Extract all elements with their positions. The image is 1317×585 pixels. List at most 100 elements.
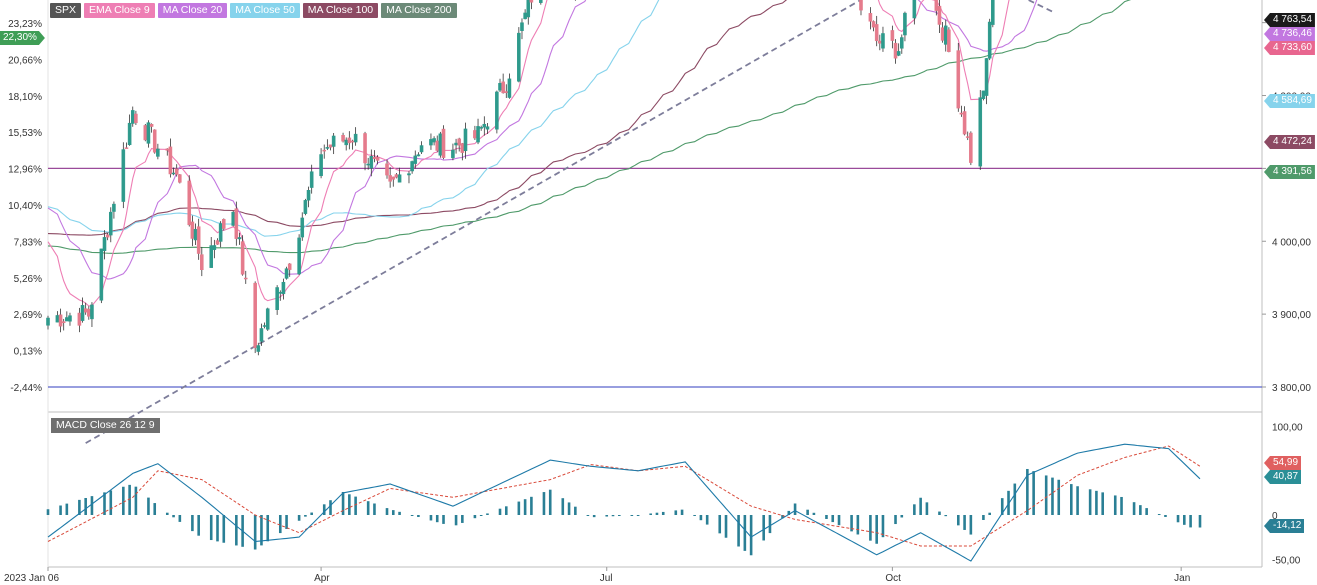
candle-body xyxy=(457,138,461,146)
macd-histogram-bar xyxy=(900,515,904,518)
candle-body xyxy=(881,33,885,49)
macd-histogram-bar xyxy=(1000,498,1004,515)
candle-body xyxy=(347,137,352,144)
macd-histogram-bar xyxy=(473,515,477,519)
candle-body xyxy=(419,145,424,153)
macd-histogram-bar xyxy=(649,513,652,515)
macd-histogram-bar xyxy=(611,515,615,517)
candle-body xyxy=(416,154,421,157)
price-tick-label: 3 900,00 xyxy=(1272,310,1311,321)
candle-body xyxy=(413,155,418,164)
percent-tick-label: 7,83% xyxy=(14,237,42,248)
macd-histogram-bar xyxy=(278,515,282,534)
candle-body xyxy=(331,135,336,147)
macd-histogram-bar xyxy=(147,497,150,515)
candle-body xyxy=(218,223,223,242)
macd-histogram-bar xyxy=(373,503,376,515)
macd-histogram-bar xyxy=(253,515,257,550)
macd-histogram-bar xyxy=(919,497,922,515)
macd-histogram-bar xyxy=(523,499,527,515)
macd-histogram-bar xyxy=(134,486,138,515)
macd-histogram-bar xyxy=(963,515,966,530)
macd-histogram-bar xyxy=(1070,484,1073,515)
candle-body xyxy=(303,200,308,214)
macd-histogram-bar xyxy=(486,513,489,515)
macd-histogram-bar xyxy=(84,497,87,515)
candle-body xyxy=(300,217,305,238)
legend-item[interactable]: MA Close 20 xyxy=(157,3,228,18)
candle-body xyxy=(240,241,245,275)
macd-histogram-bar xyxy=(304,515,307,517)
candle-body xyxy=(259,328,264,342)
candle-body xyxy=(476,126,480,143)
legend-item[interactable]: EMA Close 9 xyxy=(84,3,155,18)
candle-body xyxy=(391,176,396,180)
legend-item[interactable]: MA Close 50 xyxy=(230,3,300,18)
candle-body xyxy=(890,30,895,41)
candle-body xyxy=(221,219,226,229)
candle-body xyxy=(124,147,129,149)
percent-tick-label: 5,26% xyxy=(14,274,42,285)
macd-histogram-bar xyxy=(988,512,991,515)
candle-body xyxy=(256,345,261,352)
candle-body xyxy=(200,254,204,270)
macd-histogram-bar xyxy=(837,515,841,526)
macd-histogram-bar xyxy=(410,515,414,516)
candle-body xyxy=(130,110,135,124)
candle-body xyxy=(77,312,82,326)
candle-body xyxy=(495,91,499,130)
percent-tick-label: 20,66% xyxy=(8,55,42,66)
legend-item[interactable]: MA Close 200 xyxy=(381,3,457,18)
candle-body xyxy=(435,140,440,151)
candle-body xyxy=(429,139,433,146)
left-percent-tag: 22,30% xyxy=(0,31,45,45)
candle-body xyxy=(451,149,455,159)
macd-histogram-bar xyxy=(938,511,941,515)
candle-body xyxy=(947,29,951,52)
macd-histogram-bar xyxy=(222,515,226,543)
candle-body xyxy=(152,129,157,153)
legend-item[interactable]: SPX xyxy=(50,3,82,18)
macd-histogram-bar xyxy=(191,515,194,532)
candle-body xyxy=(341,134,345,142)
candle-body xyxy=(231,211,235,226)
percent-tick-label: 15,53% xyxy=(8,128,42,139)
candle-body xyxy=(934,0,939,11)
candle-body xyxy=(102,237,107,252)
candle-body xyxy=(962,111,967,135)
macd-histogram-bar xyxy=(1032,471,1035,515)
candle-body xyxy=(46,317,50,326)
candle-body xyxy=(196,226,201,254)
macd-histogram-bar xyxy=(1113,495,1117,515)
candle-body xyxy=(366,163,370,166)
candle-body xyxy=(987,21,992,59)
date-tick-label: Jan xyxy=(1174,573,1190,584)
candle-body xyxy=(171,172,176,175)
candle-body xyxy=(526,0,531,18)
ma200-line xyxy=(47,0,1132,254)
macd-histogram-bar xyxy=(881,515,885,538)
macd-histogram-bar xyxy=(329,500,332,515)
candle-body xyxy=(108,211,113,236)
macd-histogram-bar xyxy=(435,515,439,523)
legend-item[interactable]: MA Close 100 xyxy=(302,3,379,18)
candle-body xyxy=(868,13,873,22)
candle-body xyxy=(482,123,487,128)
macd-histogram-bar xyxy=(90,496,94,515)
macd-histogram-bar xyxy=(172,515,175,518)
macd-histogram-bar xyxy=(1198,515,1202,528)
macd-histogram-bar xyxy=(1076,486,1079,515)
macd-histogram-bar xyxy=(260,515,263,546)
macd-histogram-bar xyxy=(1157,514,1161,516)
candle-body xyxy=(385,163,389,176)
macd-histogram-bar xyxy=(743,515,747,551)
candle-body xyxy=(253,282,257,348)
candle-body xyxy=(410,161,414,172)
price-tick-label: 3 800,00 xyxy=(1272,383,1311,394)
macd-histogram-bar xyxy=(216,515,219,542)
macd-histogram-bar xyxy=(812,512,816,515)
candle-body xyxy=(209,245,214,268)
ema9-line xyxy=(47,0,1010,307)
candle-body xyxy=(485,126,490,130)
